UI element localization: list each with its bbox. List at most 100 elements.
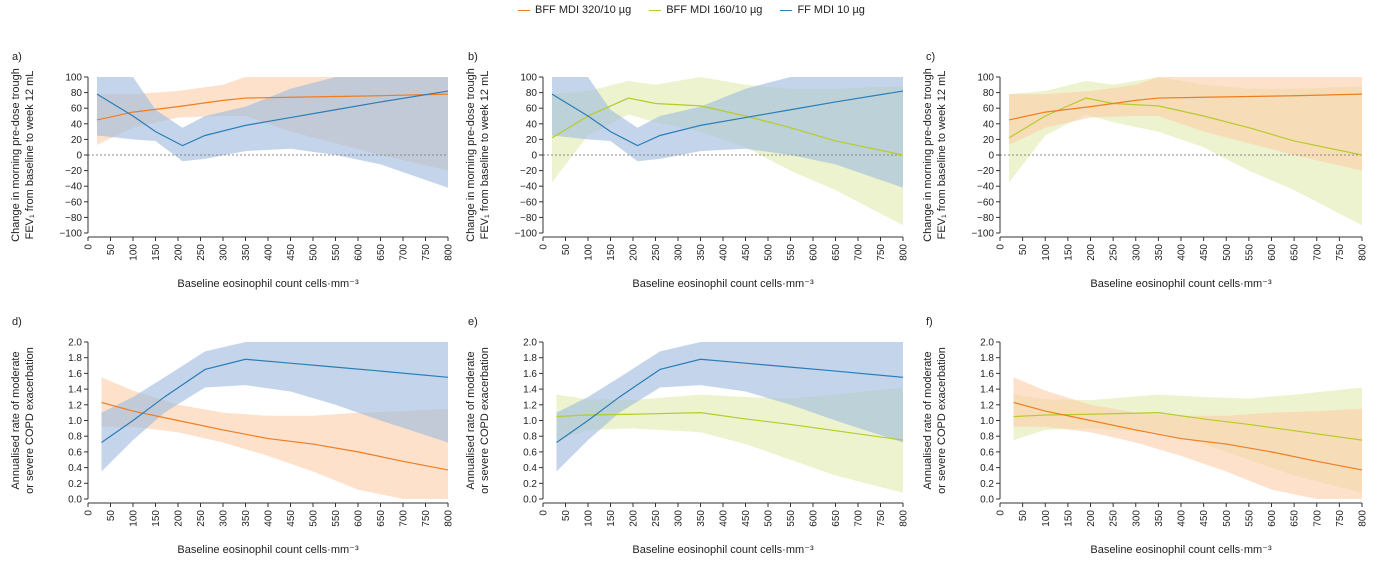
y-tick-label: 0: [531, 151, 537, 162]
y-tick-label: 40: [983, 119, 995, 130]
panel-label: b): [468, 51, 478, 63]
x-tick-label: 200: [1086, 244, 1097, 261]
x-tick-label: 50: [1018, 510, 1029, 522]
y-tick-label: 60: [983, 104, 995, 115]
x-tick-label: 800: [899, 244, 910, 261]
x-tick-label: 250: [196, 244, 207, 261]
y-axis-label-line1: Change in morning pre-dose trough: [465, 68, 477, 242]
x-tick-label: 700: [1312, 244, 1323, 261]
y-tick-label: 0.4: [980, 463, 994, 474]
x-tick-label: 700: [854, 244, 865, 261]
legend-swatch-bff-160: [649, 9, 662, 11]
x-tick-label: 450: [1199, 244, 1210, 261]
x-tick-label: 700: [399, 244, 410, 261]
x-tick-label: 400: [719, 244, 730, 261]
y-tick-label: 2.0: [980, 338, 994, 349]
x-tick-label: 550: [331, 510, 342, 527]
y-tick-label: 1.8: [68, 353, 82, 364]
x-tick-label: 150: [151, 244, 162, 261]
y-tick-label: 1.6: [68, 369, 82, 380]
legend-swatch-bff-320: [518, 9, 530, 11]
y-tick-label: 100: [65, 73, 82, 84]
y-tick-label: −80: [520, 213, 537, 224]
x-axis-label: Baseline eosinophil count cells·mm⁻³: [632, 278, 814, 290]
panel-b: b) −100 −80 −60 −40 −20 0 20 40 60 80 100 0 50 100 150 2…: [465, 51, 910, 290]
y-tick-label: 1.0: [980, 416, 994, 427]
x-tick-label: 150: [1063, 244, 1074, 261]
x-tick-label: 800: [1358, 244, 1369, 261]
x-tick-label: 350: [241, 244, 252, 261]
x-tick-label: 800: [444, 244, 455, 261]
x-tick-label: 50: [561, 244, 572, 256]
x-tick-label: 650: [376, 510, 387, 527]
x-tick-label: 350: [1154, 244, 1165, 261]
x-tick-label: 400: [719, 510, 730, 527]
x-tick-label: 200: [174, 244, 185, 261]
y-tick-label: −80: [65, 213, 82, 224]
x-tick-label: 350: [696, 510, 707, 527]
y-tick-label: 0.6: [68, 447, 82, 458]
x-tick-label: 500: [764, 510, 775, 527]
x-axis-label: Baseline eosinophil count cells·mm⁻³: [177, 278, 359, 290]
y-tick-label: 1.6: [980, 369, 994, 380]
x-tick-label: 150: [606, 244, 617, 261]
x-tick-label: 750: [1335, 510, 1346, 527]
y-tick-label: 80: [526, 88, 538, 99]
x-tick-label: 300: [1131, 244, 1142, 261]
x-tick-label: 50: [106, 244, 117, 256]
y-axis-label-line1: Annualised rate of moderate: [465, 351, 477, 489]
x-axis-label: Baseline eosinophil count cells·mm⁻³: [1090, 544, 1272, 556]
y-axis-label-line1: Annualised rate of moderate: [10, 351, 22, 489]
legend: BFF MDI 320/10 µg BFF MDI 160/10 µg FF M…: [518, 4, 865, 16]
y-tick-label: 100: [977, 73, 994, 84]
y-tick-label: 0.6: [980, 447, 994, 458]
x-tick-label: 650: [1290, 510, 1301, 527]
x-tick-label: 500: [1222, 510, 1233, 527]
y-tick-label: −40: [977, 182, 994, 193]
x-tick-label: 400: [1177, 510, 1188, 527]
y-tick-label: 0.0: [523, 495, 537, 506]
x-tick-label: 200: [174, 510, 185, 527]
series-line: [1013, 401, 1363, 471]
x-tick-label: 750: [876, 510, 887, 527]
y-tick-label: 1.8: [523, 353, 537, 364]
x-axis-label: Baseline eosinophil count cells·mm⁻³: [632, 544, 814, 556]
x-tick-label: 500: [1222, 244, 1233, 261]
x-tick-label: 650: [1290, 244, 1301, 261]
y-tick-label: −60: [520, 197, 537, 208]
y-tick-label: 0.2: [523, 479, 537, 490]
panel-label: d): [12, 316, 22, 328]
x-tick-label: 100: [129, 244, 140, 261]
y-axis-label-line2: FEV₁ from baseline to week 12 mL: [479, 71, 491, 240]
x-tick-label: 650: [376, 244, 387, 261]
x-tick-label: 800: [1358, 510, 1369, 527]
confidence-band: [101, 342, 448, 472]
x-tick-label: 750: [876, 244, 887, 261]
y-tick-label: 1.2: [980, 400, 994, 411]
x-tick-label: 750: [421, 510, 432, 527]
y-tick-label: −40: [65, 182, 82, 193]
series-line: [551, 97, 904, 156]
x-tick-label: 550: [1244, 510, 1255, 527]
x-tick-label: 100: [1041, 244, 1052, 261]
series-line: [1008, 93, 1363, 121]
y-tick-label: −40: [520, 182, 537, 193]
x-tick-label: 600: [354, 244, 365, 261]
x-tick-label: 300: [1131, 510, 1142, 527]
y-tick-label: 1.0: [523, 416, 537, 427]
x-tick-label: 300: [219, 244, 230, 261]
x-tick-label: 150: [1063, 510, 1074, 527]
x-tick-label: 450: [741, 510, 752, 527]
y-axis-label-line1: Annualised rate of moderate: [922, 351, 934, 489]
x-tick-label: 0: [84, 510, 95, 516]
x-tick-label: 100: [584, 510, 595, 527]
y-tick-label: 2.0: [68, 338, 82, 349]
x-tick-label: 150: [606, 510, 617, 527]
x-tick-label: 550: [786, 510, 797, 527]
legend-label-bff-160: BFF MDI 160/10 µg: [666, 4, 763, 16]
y-tick-label: 20: [526, 135, 538, 146]
y-axis-label-line2: or severe COPD exacerbation: [479, 347, 491, 494]
x-tick-label: 150: [151, 510, 162, 527]
x-tick-label: 400: [264, 244, 275, 261]
